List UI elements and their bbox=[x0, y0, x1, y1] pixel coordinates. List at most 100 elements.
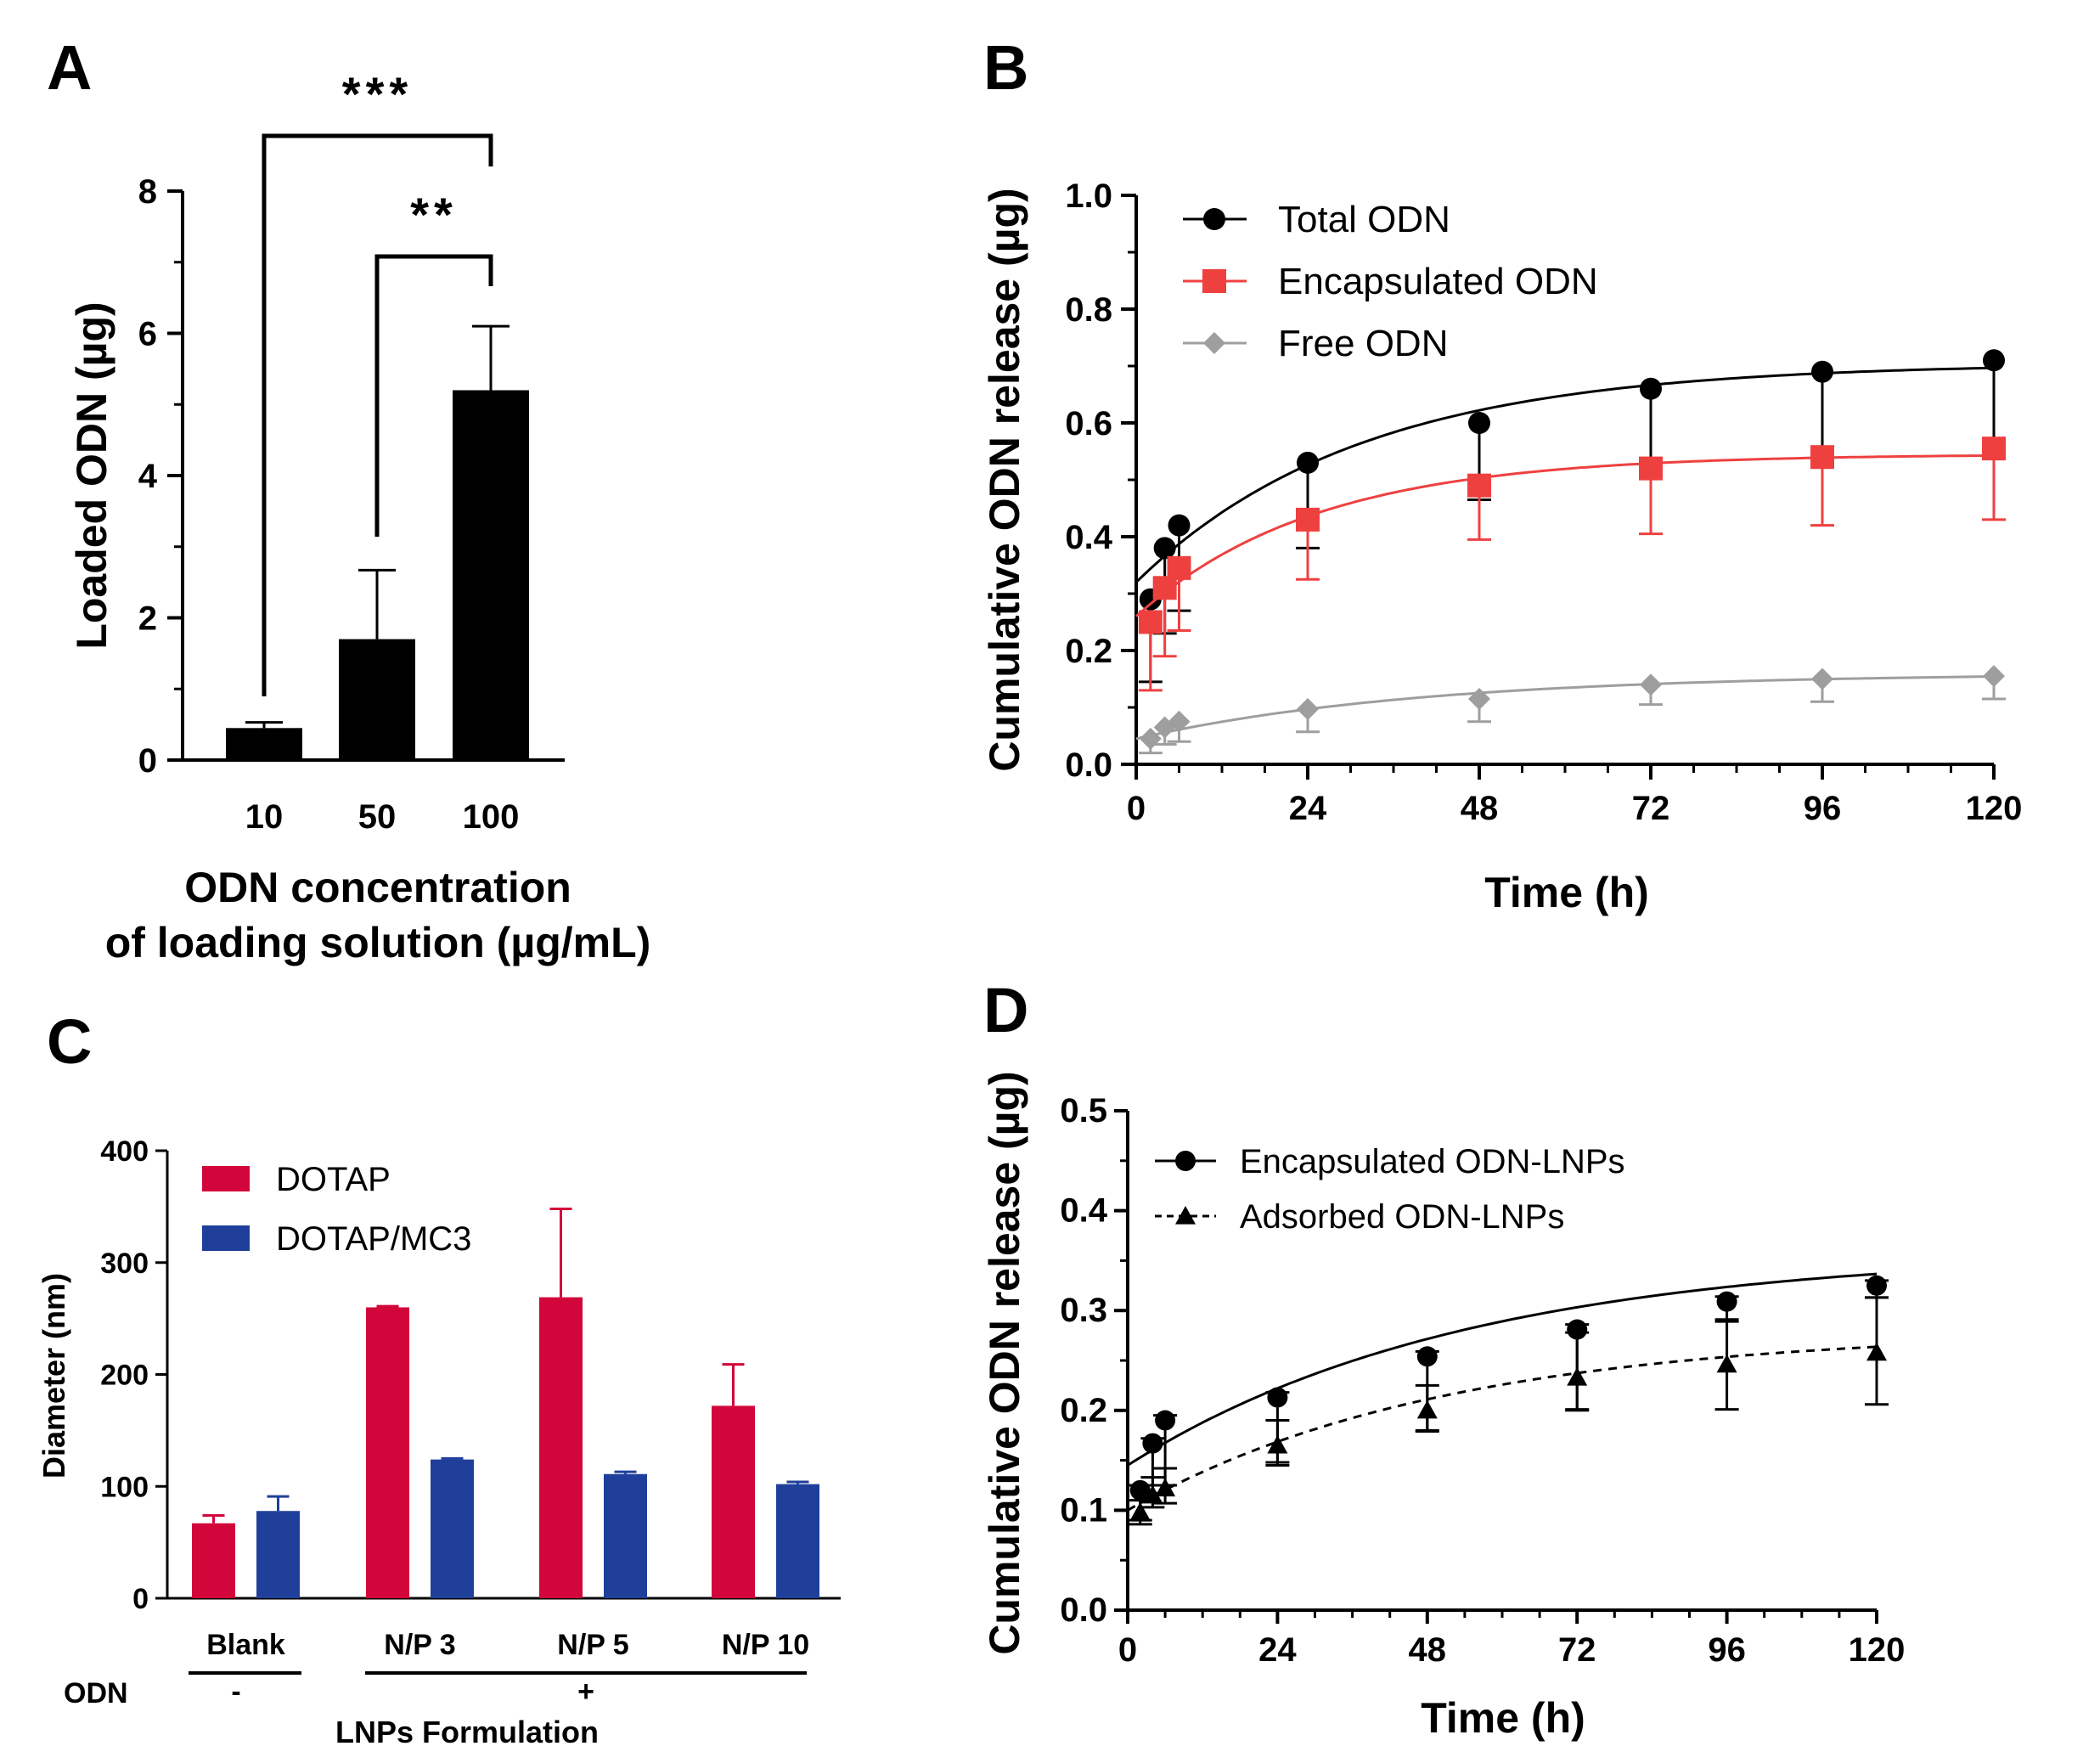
chart-d: 0.0 0.1 0.2 0.3 0.4 0.5 0 24 48 72 96 120 Encapsulat… bbox=[981, 1071, 1905, 1742]
data-point bbox=[1567, 1366, 1588, 1386]
x-tick-label: 72 bbox=[1558, 1631, 1596, 1669]
y-tick-label: 0.0 bbox=[1060, 1591, 1107, 1629]
data-point bbox=[1153, 537, 1176, 560]
x-tick-label: 120 bbox=[1966, 790, 2023, 827]
data-point bbox=[1267, 1434, 1288, 1454]
data-point bbox=[1716, 1354, 1737, 1373]
bar bbox=[712, 1405, 755, 1598]
data-point bbox=[1297, 451, 1319, 474]
odn-row-label: ODN bbox=[64, 1677, 128, 1709]
y-tick-label: 0.8 bbox=[1065, 291, 1112, 329]
data-point bbox=[1168, 710, 1191, 733]
x-axis-label: Time (h) bbox=[1484, 869, 1649, 916]
y-tick-label: 0.1 bbox=[1060, 1491, 1107, 1529]
y-tick-label: 400 bbox=[100, 1135, 149, 1168]
y-tick-label: 0.2 bbox=[1065, 633, 1112, 670]
data-point bbox=[1152, 576, 1177, 600]
data-point bbox=[1416, 1400, 1438, 1419]
legend-swatch bbox=[202, 1166, 250, 1191]
y-axis-label: Diameter (nm) bbox=[37, 1273, 71, 1479]
x-axis-label: LNPs Formulation bbox=[335, 1715, 599, 1749]
x-axis-label-line-2: of loading solution (µg/mL) bbox=[105, 919, 651, 966]
x-tick-label: 48 bbox=[1409, 1631, 1447, 1669]
data-point bbox=[1982, 437, 2006, 461]
x-tick-label: 96 bbox=[1708, 1631, 1746, 1669]
x-axis-label: ODN concentration bbox=[184, 864, 571, 911]
bar bbox=[226, 728, 302, 760]
bar bbox=[776, 1484, 819, 1598]
x-tick-label: 24 bbox=[1289, 790, 1327, 827]
odn-plus: + bbox=[577, 1676, 594, 1708]
y-tick-label: 0.5 bbox=[1060, 1092, 1107, 1129]
x-tick-label: 120 bbox=[1849, 1631, 1906, 1669]
odn-minus: - bbox=[231, 1676, 240, 1708]
y-tick-label: 0.2 bbox=[1060, 1392, 1107, 1429]
data-point bbox=[1811, 667, 1833, 690]
legend-swatch bbox=[202, 1225, 250, 1251]
panel-label-c: C bbox=[47, 1006, 92, 1077]
legend-label: Adsorbed ODN-LNPs bbox=[1240, 1198, 1564, 1236]
y-axis-label: Loaded ODN (µg) bbox=[68, 301, 115, 649]
legend-label: Encapsulated ODN-LNPs bbox=[1240, 1143, 1625, 1180]
y-tick-label: 0.0 bbox=[1065, 746, 1112, 784]
fit-curve bbox=[1127, 1345, 1878, 1512]
x-tick-label: Blank bbox=[206, 1629, 285, 1661]
y-tick-label: 0 bbox=[138, 742, 157, 780]
data-point bbox=[1155, 1410, 1176, 1431]
y-tick-label: 0.6 bbox=[1065, 405, 1112, 442]
legend-label: Encapsulated ODN bbox=[1278, 261, 1598, 302]
data-point bbox=[1866, 1275, 1887, 1296]
data-point bbox=[1467, 473, 1491, 498]
x-tick-label: N/P 5 bbox=[557, 1629, 628, 1661]
data-point bbox=[1416, 1346, 1438, 1367]
y-tick-label: 8 bbox=[138, 173, 157, 211]
y-tick-label: 0.4 bbox=[1060, 1192, 1107, 1230]
legend-marker bbox=[1203, 208, 1225, 230]
y-tick-label: 200 bbox=[100, 1360, 149, 1392]
x-tick-label: N/P 10 bbox=[722, 1629, 809, 1661]
x-tick-label: 48 bbox=[1461, 790, 1499, 827]
x-tick-label: 50 bbox=[358, 798, 397, 836]
x-tick-label: 0 bbox=[1118, 1631, 1137, 1669]
bar bbox=[366, 1307, 409, 1598]
x-tick-label: 96 bbox=[1804, 790, 1842, 827]
x-tick-label: N/P 3 bbox=[384, 1629, 455, 1661]
data-point bbox=[1142, 1433, 1163, 1454]
x-tick-label: 24 bbox=[1258, 1631, 1297, 1669]
bar bbox=[339, 639, 415, 760]
significance-label: *** bbox=[342, 67, 413, 121]
data-point bbox=[1983, 349, 2005, 372]
x-tick-label: 10 bbox=[245, 798, 284, 836]
data-point bbox=[1129, 1501, 1151, 1521]
legend-label: Total ODN bbox=[1278, 199, 1450, 240]
data-point bbox=[1167, 555, 1191, 580]
y-axis-label: Cumulative ODN release (µg) bbox=[981, 1071, 1028, 1654]
legend-marker bbox=[1203, 332, 1225, 354]
data-point bbox=[1297, 698, 1319, 721]
fit-curve bbox=[1135, 453, 1995, 617]
data-point bbox=[1983, 665, 2005, 688]
bar bbox=[604, 1473, 647, 1598]
bar bbox=[431, 1459, 474, 1598]
x-tick-label: 100 bbox=[463, 798, 520, 836]
panel-label-a: A bbox=[47, 32, 92, 103]
x-axis-label: Time (h) bbox=[1421, 1694, 1585, 1742]
data-point bbox=[1468, 412, 1490, 434]
data-point bbox=[1155, 1478, 1176, 1497]
y-tick-label: 1.0 bbox=[1065, 177, 1112, 215]
panel-label-b: B bbox=[983, 32, 1028, 103]
legend-label: DOTAP bbox=[276, 1161, 391, 1198]
data-point bbox=[1811, 360, 1833, 383]
data-point bbox=[1567, 1319, 1588, 1340]
panel-label-d: D bbox=[983, 975, 1028, 1045]
data-point bbox=[1866, 1342, 1887, 1361]
legend-marker bbox=[1202, 269, 1226, 293]
data-point bbox=[1810, 445, 1834, 470]
data-point bbox=[1129, 1479, 1151, 1501]
fit-curve bbox=[1127, 1272, 1878, 1467]
data-point bbox=[1267, 1387, 1288, 1408]
y-tick-label: 0 bbox=[132, 1583, 149, 1615]
y-tick-label: 4 bbox=[138, 458, 158, 495]
